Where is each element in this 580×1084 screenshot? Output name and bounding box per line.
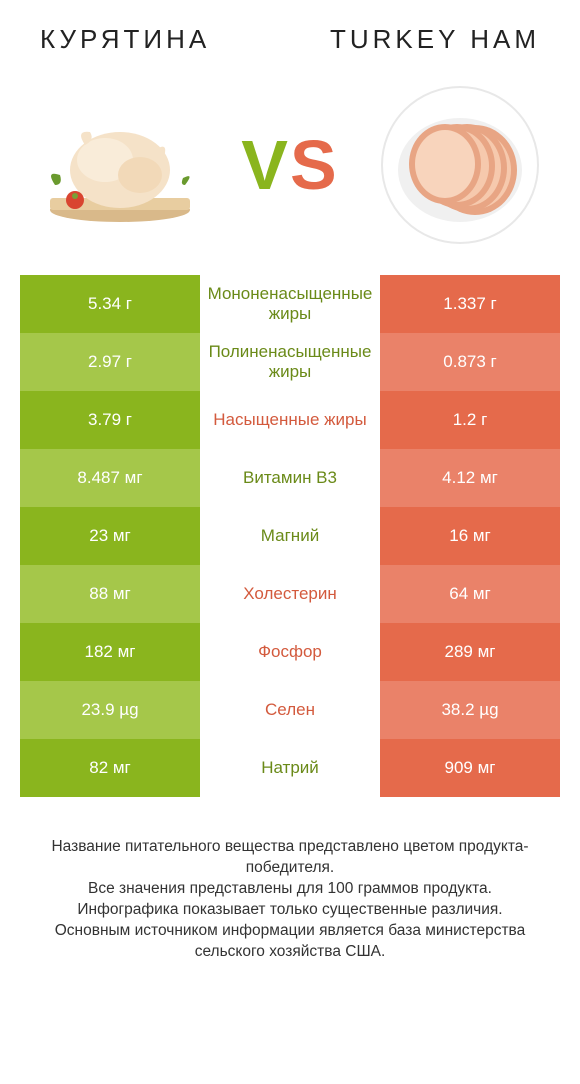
- comparison-table: 5.34 гМононенасыщенные жиры1.337 г2.97 г…: [20, 275, 560, 797]
- nutrient-label: Селен: [200, 681, 380, 739]
- nutrient-label: Холестерин: [200, 565, 380, 623]
- value-right: 909 мг: [380, 739, 560, 797]
- value-right: 1.337 г: [380, 275, 560, 333]
- nutrient-label: Витамин B3: [200, 449, 380, 507]
- footer-line-1: Название питательного вещества представл…: [30, 837, 550, 879]
- nutrient-label: Насыщенные жиры: [200, 391, 380, 449]
- food-image-right: [370, 75, 550, 255]
- value-right: 289 мг: [380, 623, 560, 681]
- food-title-right: TURKEY HAM: [330, 24, 540, 55]
- footer-notes: Название питательного вещества представл…: [0, 797, 580, 963]
- table-row: 3.79 гНасыщенные жиры1.2 г: [20, 391, 560, 449]
- table-row: 88 мгХолестерин64 мг: [20, 565, 560, 623]
- value-left: 8.487 мг: [20, 449, 200, 507]
- footer-line-2: Все значения представлены для 100 граммо…: [30, 879, 550, 900]
- value-left: 2.97 г: [20, 333, 200, 391]
- value-right: 1.2 г: [380, 391, 560, 449]
- table-row: 182 мгФосфор289 мг: [20, 623, 560, 681]
- value-right: 38.2 µg: [380, 681, 560, 739]
- hero-row: VS: [0, 65, 580, 275]
- value-right: 0.873 г: [380, 333, 560, 391]
- nutrient-label: Натрий: [200, 739, 380, 797]
- value-right: 64 мг: [380, 565, 560, 623]
- value-right: 16 мг: [380, 507, 560, 565]
- table-row: 2.97 гПолиненасыщенные жиры0.873 г: [20, 333, 560, 391]
- food-image-left: [30, 75, 210, 255]
- nutrient-label: Магний: [200, 507, 380, 565]
- vs-v: V: [241, 126, 290, 204]
- table-row: 82 мгНатрий909 мг: [20, 739, 560, 797]
- food-title-left: КУРЯТИНА: [40, 24, 210, 55]
- nutrient-label: Фосфор: [200, 623, 380, 681]
- table-row: 5.34 гМононенасыщенные жиры1.337 г: [20, 275, 560, 333]
- header: КУРЯТИНА TURKEY HAM: [0, 0, 580, 65]
- value-left: 23.9 µg: [20, 681, 200, 739]
- value-left: 23 мг: [20, 507, 200, 565]
- footer-line-3: Инфографика показывает только существенн…: [30, 900, 550, 921]
- vs-label: VS: [241, 125, 338, 205]
- value-left: 82 мг: [20, 739, 200, 797]
- footer-line-4: Основным источником информации является …: [30, 921, 550, 963]
- nutrient-label: Полиненасыщенные жиры: [200, 333, 380, 391]
- value-left: 3.79 г: [20, 391, 200, 449]
- value-left: 88 мг: [20, 565, 200, 623]
- table-row: 23 мгМагний16 мг: [20, 507, 560, 565]
- value-right: 4.12 мг: [380, 449, 560, 507]
- table-row: 8.487 мгВитамин B34.12 мг: [20, 449, 560, 507]
- value-left: 5.34 г: [20, 275, 200, 333]
- nutrient-label: Мононенасыщенные жиры: [200, 275, 380, 333]
- vs-s: S: [290, 126, 339, 204]
- table-row: 23.9 µgСелен38.2 µg: [20, 681, 560, 739]
- value-left: 182 мг: [20, 623, 200, 681]
